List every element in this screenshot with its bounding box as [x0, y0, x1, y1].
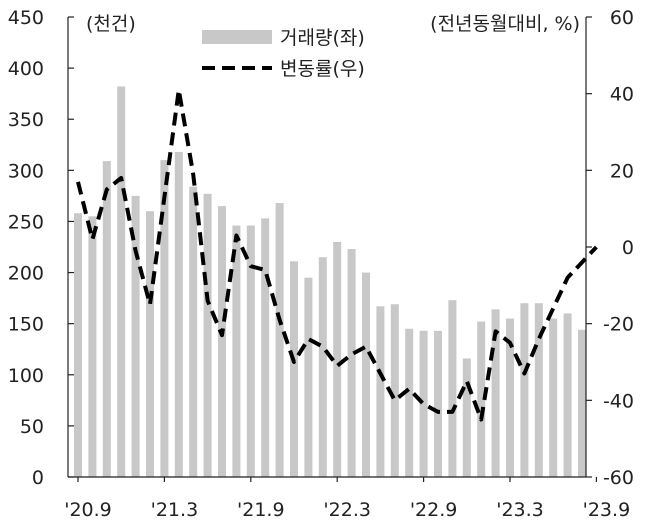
bar — [131, 195, 140, 477]
right-tick-label: -60 — [603, 467, 634, 489]
bar — [203, 193, 212, 477]
bar — [549, 318, 558, 477]
legend-bar-swatch — [202, 30, 272, 44]
left-tick-label: 250 — [8, 211, 44, 233]
x-tick-label: '21.3 — [151, 499, 199, 521]
bar — [117, 86, 126, 477]
bar — [390, 304, 399, 477]
bar — [218, 206, 226, 477]
left-tick-label: 0 — [32, 467, 44, 489]
left-tick-label: 400 — [8, 58, 44, 80]
bar — [333, 241, 342, 477]
left-tick-label: 100 — [8, 365, 44, 387]
right-tick-label: 40 — [610, 84, 634, 106]
bar — [462, 358, 471, 477]
bar — [304, 277, 313, 477]
bar — [232, 225, 241, 477]
x-tick-label: '21.9 — [237, 499, 285, 521]
axes: 0 50 100 150 200 250 300 350 400 450 -60 -40 -20 0 20 4… — [8, 7, 634, 521]
bar — [534, 303, 543, 477]
bar — [578, 329, 586, 477]
left-tick-label: 150 — [8, 314, 44, 336]
right-axis-unit: (전년동월대비, %) — [430, 13, 580, 35]
right-tick-label: -40 — [603, 390, 634, 412]
x-tick-label: '20.9 — [64, 499, 112, 521]
bar — [189, 186, 198, 477]
left-tick-label: 350 — [8, 109, 44, 131]
bar — [477, 321, 486, 477]
bar — [102, 161, 111, 477]
line-series — [76, 87, 598, 422]
bar — [246, 225, 255, 477]
bar — [434, 330, 442, 477]
bar — [405, 328, 414, 477]
series-line — [76, 87, 598, 422]
left-tick-label: 50 — [20, 416, 44, 438]
right-tick-label: 0 — [622, 237, 634, 259]
bar — [376, 306, 385, 477]
bar — [174, 151, 183, 477]
bar — [261, 218, 270, 477]
bar — [318, 257, 327, 477]
x-tick-label: '22.9 — [410, 499, 458, 521]
bar — [160, 160, 169, 477]
bar — [563, 313, 572, 477]
bar — [362, 272, 370, 477]
bar — [506, 318, 514, 477]
left-tick-label: 300 — [8, 160, 44, 182]
left-tick-label: 450 — [8, 7, 44, 29]
bar — [290, 261, 298, 477]
right-tick-label: 20 — [610, 160, 634, 182]
left-axis-unit: (천건) — [86, 13, 136, 35]
bar — [74, 213, 82, 477]
x-tick-label: '23.3 — [496, 499, 544, 521]
right-tick-label: -20 — [603, 314, 634, 336]
bar — [347, 249, 356, 477]
left-tick-label: 200 — [8, 263, 44, 285]
legend-bar-label: 거래량(좌) — [280, 27, 365, 49]
right-tick-label: 60 — [610, 7, 634, 29]
legend-line-label: 변동률(우) — [280, 58, 365, 80]
bar-series — [74, 86, 586, 478]
bar — [491, 309, 500, 477]
x-tick-label: '23.9 — [583, 499, 631, 521]
bar — [448, 300, 457, 477]
bar — [88, 216, 97, 478]
bar — [520, 303, 529, 477]
x-tick-label: '22.3 — [323, 499, 371, 521]
bar — [146, 211, 154, 477]
bar — [275, 203, 284, 478]
legend: 거래량(좌) 변동률(우) — [202, 27, 365, 80]
bar — [419, 330, 428, 477]
